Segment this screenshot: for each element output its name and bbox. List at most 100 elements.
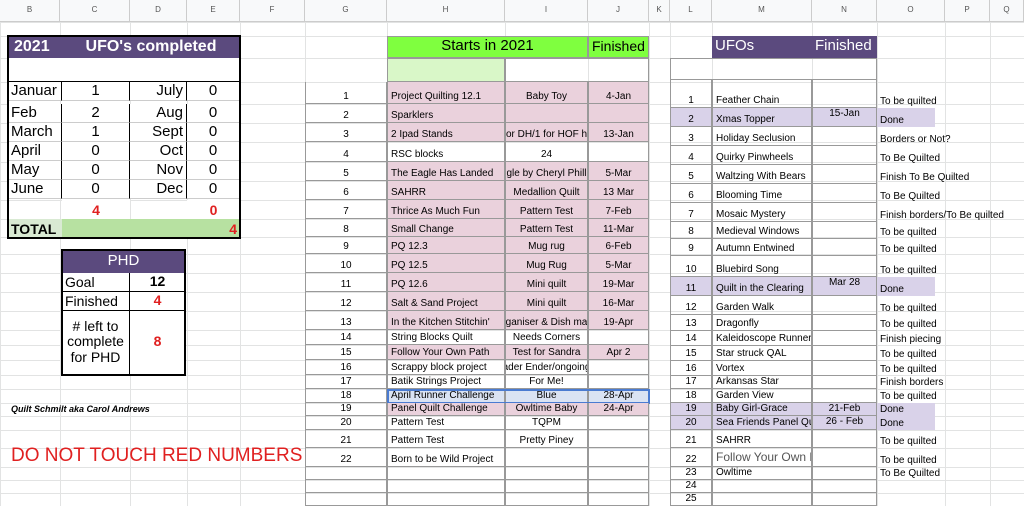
status-cell: Done [877, 416, 935, 430]
note-cell [505, 448, 588, 467]
month-name: Sept [130, 123, 187, 142]
finished-cell: 21-Feb [812, 402, 877, 416]
finished-cell: Mar 28 [812, 276, 877, 296]
note-cell: For Me! [505, 375, 588, 389]
finished-cell [588, 479, 649, 493]
grid-line [0, 0, 1, 506]
row-number: 6 [670, 183, 712, 203]
finished-cell [812, 361, 877, 376]
name-cell: Garden View [712, 389, 812, 403]
name-cell: Sea Friends Panel Qu [712, 416, 812, 430]
name-cell: Dragonfly [712, 314, 812, 331]
cell [670, 58, 877, 80]
project-cell [387, 466, 505, 480]
month-name: Nov [130, 161, 187, 180]
finished-cell [812, 314, 877, 331]
note-cell: Pattern Test [505, 219, 588, 237]
finished-cell: 13-Jan [588, 123, 649, 142]
row-number: 15 [305, 345, 387, 360]
table-year: 2021 [8, 36, 62, 58]
finished-cell [812, 256, 877, 277]
note-cell: Medallion Quilt [505, 180, 588, 200]
note-cell: ganiser & Dish ma [505, 311, 588, 330]
month-name: April [8, 142, 62, 161]
name-cell: Star struck QAL [712, 345, 812, 361]
ufos-title: UFOs [712, 36, 812, 58]
phd-title: PHD [62, 250, 185, 273]
month-name: Aug [130, 104, 187, 123]
finished-cell [812, 375, 877, 389]
row-number: 22 [670, 448, 712, 467]
name-cell: Blooming Time [712, 183, 812, 203]
finished-cell [812, 295, 877, 315]
grid-line [0, 375, 1024, 376]
row-number: 14 [305, 329, 387, 345]
row-number: 8 [670, 222, 712, 239]
finished-cell [812, 466, 877, 480]
name-cell: Autumn Entwined [712, 238, 812, 256]
finished-cell: 4-Jan [588, 82, 649, 104]
note-cell: Mini quilt [505, 291, 588, 311]
month-count: 0 [62, 161, 130, 180]
row-number: 22 [305, 448, 387, 467]
selection [387, 389, 650, 404]
status-cell: To be quilted [880, 302, 937, 314]
table-border [61, 249, 186, 376]
month-name: Oct [130, 142, 187, 161]
finished-cell: 13 Mar [588, 180, 649, 200]
status-cell: To be quilted [880, 264, 937, 276]
project-cell: Panel Quilt Challenge [387, 402, 505, 416]
column-header: B [0, 0, 60, 22]
finished-cell [812, 479, 877, 493]
column-header: F [240, 0, 305, 22]
row-number: 5 [305, 161, 387, 181]
note-cell: ader Ender/ongoing [505, 360, 588, 375]
note-cell [505, 466, 588, 480]
finished-cell: Apr 2 [588, 345, 649, 360]
note-cell: 24 [505, 142, 588, 162]
row-number: 10 [670, 256, 712, 277]
finished-cell: 19-Apr [588, 311, 649, 330]
note-cell: or DH/1 for HOF h [505, 123, 588, 142]
finished-cell [588, 466, 649, 480]
column-header: G [305, 0, 387, 22]
row-number: 3 [670, 126, 712, 146]
grid-line [240, 0, 241, 506]
phd-value: 4 [130, 292, 185, 311]
grid-line [0, 142, 1024, 143]
note-cell: Mug rug [505, 237, 588, 254]
row-number: 4 [670, 145, 712, 165]
finished-cell [812, 183, 877, 203]
row-number: 7 [670, 202, 712, 222]
row-number: 19 [305, 402, 387, 416]
finished-cell: 5-Mar [588, 161, 649, 181]
project-cell: 2 Ipad Stands [387, 123, 505, 142]
phd-value: 12 [130, 273, 185, 292]
finished-cell: 16-Mar [588, 291, 649, 311]
row-number: 16 [670, 361, 712, 376]
name-cell: Owltime [712, 466, 812, 480]
project-cell: Pattern Test [387, 429, 505, 448]
column-header: H [387, 0, 505, 22]
row-number: 19 [670, 402, 712, 416]
starts-title: Starts in 2021 [387, 36, 588, 58]
finished-cell: 26 - Feb [812, 416, 877, 430]
name-cell: Holiday Seclusion [712, 126, 812, 146]
month-name: Januar [8, 82, 62, 101]
total-count: 0 [187, 200, 240, 219]
note-cell: Mug Rug [505, 254, 588, 273]
row-number: 10 [305, 254, 387, 273]
status-cell: To be quilted [880, 244, 937, 255]
project-cell: Thrice As Much Fun [387, 199, 505, 219]
month-name: March [8, 123, 62, 142]
finished-cell: 15-Jan [812, 107, 877, 127]
grid-line [990, 0, 991, 506]
finished-cell [812, 429, 877, 448]
phd-label: Goal [62, 273, 130, 292]
status-cell: Finish borders/To Be quilted [880, 210, 1004, 221]
row-number: 4 [305, 142, 387, 162]
row-number: 12 [670, 295, 712, 315]
row-number: 23 [670, 466, 712, 480]
project-cell [387, 479, 505, 493]
